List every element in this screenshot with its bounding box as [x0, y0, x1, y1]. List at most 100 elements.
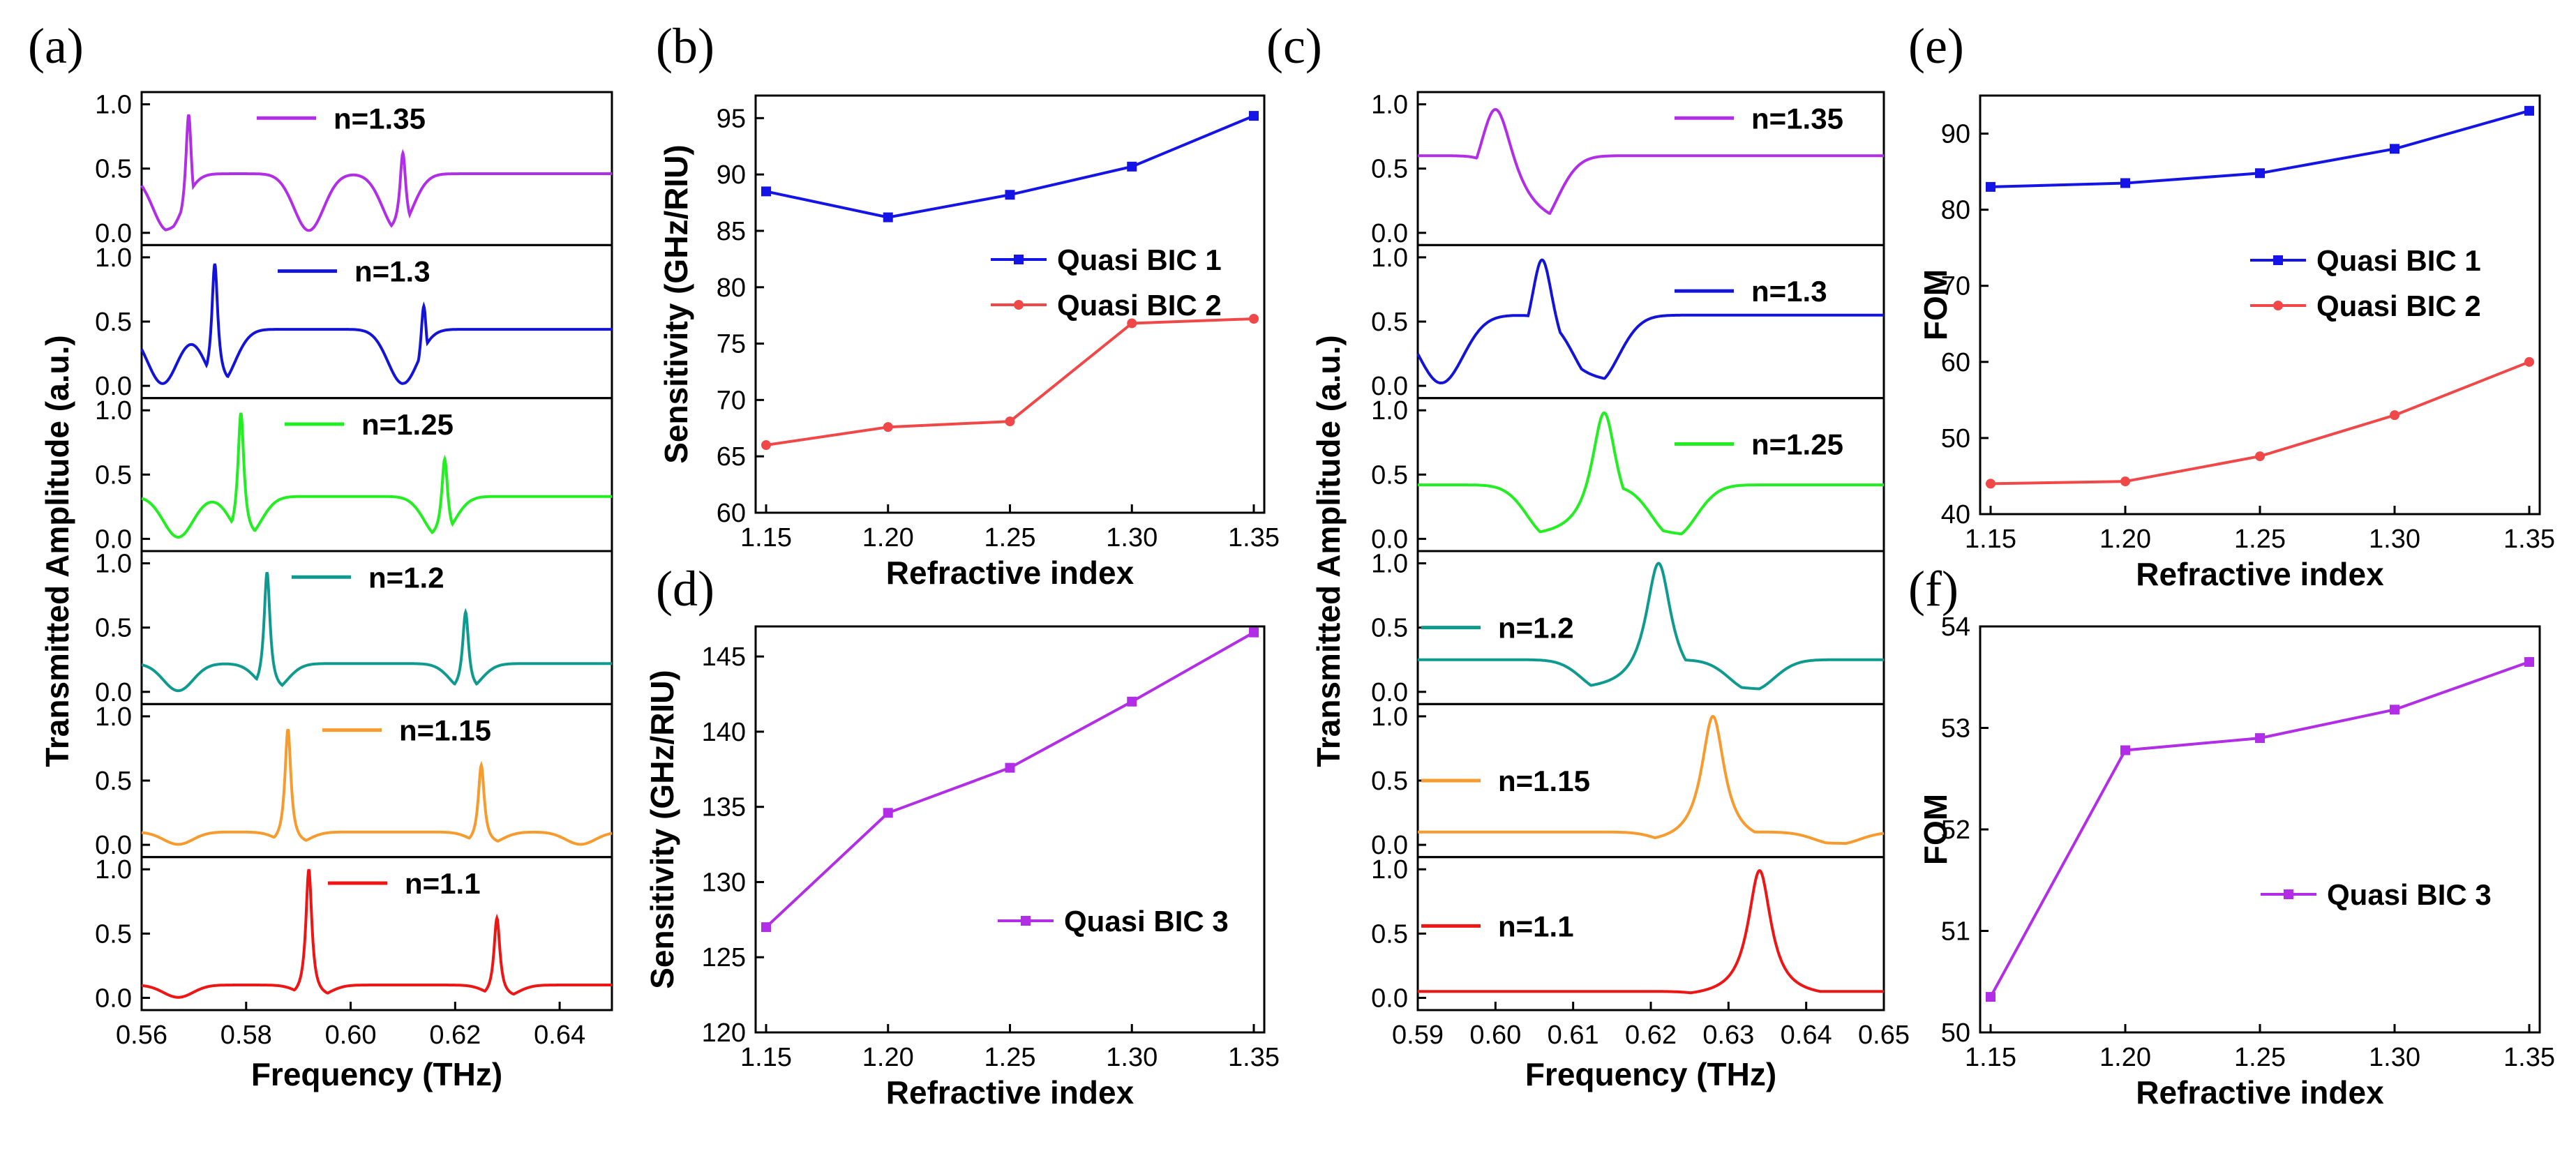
x-axis-title: Refractive index: [886, 1074, 1135, 1111]
data-point: [761, 440, 771, 451]
y-tick-label: 85: [717, 217, 746, 246]
data-point: [2524, 356, 2534, 367]
y-tick-label: 0.5: [1371, 919, 1408, 949]
series-line-Quasi BIC 3: [765, 631, 1255, 928]
y-tick-label: 120: [702, 1018, 746, 1048]
legend-label: n=1.3: [354, 255, 430, 288]
x-tick-label: 1.25: [984, 523, 1036, 552]
x-tick-label: 1.20: [2099, 1043, 2151, 1072]
x-tick-label: 1.30: [2369, 1043, 2420, 1072]
data-point: [883, 808, 893, 818]
panel-label-d: (d): [656, 561, 714, 617]
x-tick-label: 1.35: [1228, 1043, 1280, 1072]
y-tick-label: 0.5: [1371, 460, 1408, 490]
panel-a: 0.0 0.5 1.0 n=1.35 0.0 0.5 1.0 n=1.3 0.0 0.5 1.0 n=…: [39, 91, 613, 1092]
subplot-n=1.25: 0.0 0.5 1.0 n=1.25: [95, 396, 613, 554]
panel-label-b: (b): [656, 18, 714, 74]
data-point: [1127, 318, 1137, 329]
y-tick-label: 54: [1941, 612, 1970, 642]
subplot-frame: [1416, 702, 1885, 859]
data-point: [2255, 733, 2265, 744]
y-axis-title: Sensitivity (GHz/RIU): [658, 144, 694, 464]
legend-marker: [1021, 916, 1031, 926]
y-axis-title: Transmitted Amplitude (a.u.): [39, 335, 75, 767]
y-axis-title: Transmitted Amplitude (a.u.): [1310, 335, 1347, 767]
data-point: [1127, 696, 1137, 707]
y-tick-label: 0.5: [95, 460, 132, 490]
data-point: [2255, 168, 2265, 179]
x-tick-label: 1.15: [1965, 525, 2016, 554]
subplot-frame: [1416, 397, 1885, 552]
y-tick-label: 135: [702, 793, 746, 822]
y-tick-label: 90: [717, 160, 746, 190]
y-tick-label: 90: [1941, 120, 1970, 149]
series-line-n=1.1: [1418, 869, 1884, 995]
x-tick-label: 1.15: [740, 1043, 792, 1072]
subplot-n=1.1: 0.0 0.5 1.0 n=1.1: [1371, 855, 1885, 1013]
x-tick-label: 0.61: [1548, 1021, 1599, 1050]
series-line-n=1.1: [142, 868, 612, 999]
series-line-n=1.15: [141, 728, 613, 846]
subplot-n=1.15: 0.0 0.5 1.0 n=1.15: [1371, 702, 1885, 860]
series-line-n=1.2: [141, 571, 612, 693]
legend-marker: [2284, 889, 2293, 899]
series-line-n=1.3: [140, 263, 612, 385]
data-point: [1986, 479, 1995, 489]
subplot-n=1.3: 0.0 0.5 1.0 n=1.3: [95, 243, 613, 401]
legend-marker: [2273, 255, 2283, 265]
x-tick-label: 1.35: [2503, 525, 2555, 554]
y-tick-label: 0.5: [95, 155, 132, 184]
y-tick-label: 70: [1941, 272, 1970, 301]
x-axis-title: Frequency (THz): [1525, 1056, 1776, 1092]
data-point: [1249, 627, 1259, 638]
legend-label: n=1.15: [1498, 765, 1590, 797]
x-tick-label: 1.25: [2234, 525, 2286, 554]
x-tick-label: 0.64: [1781, 1021, 1832, 1050]
y-tick-label: 1.0: [1371, 855, 1408, 885]
x-tick-label: 1.25: [984, 1043, 1036, 1072]
x-tick-label: 0.58: [220, 1021, 272, 1050]
y-tick-label: 80: [1941, 196, 1970, 225]
legend-label: Quasi BIC 2: [2316, 289, 2481, 322]
y-tick-label: 53: [1941, 714, 1970, 744]
y-tick-label: 145: [702, 642, 746, 672]
legend-label: n=1.25: [361, 408, 454, 441]
data-point: [1249, 111, 1259, 121]
x-tick-label: 0.62: [429, 1021, 481, 1050]
subplot-n=1.3: 0.0 0.5 1.0 n=1.3: [1371, 243, 1885, 401]
x-tick-label: 1.15: [1965, 1043, 2016, 1072]
y-tick-label: 0.0: [1371, 219, 1408, 248]
x-tick-label: 1.30: [1106, 1043, 1158, 1072]
legend-label: n=1.1: [405, 867, 481, 900]
subplot-n=1.25: 0.0 0.5 1.0 n=1.25: [1371, 396, 1885, 554]
legend-label: n=1.2: [368, 561, 444, 594]
y-tick-label: 60: [1941, 348, 1970, 377]
series-line-n=1.35: [140, 114, 612, 232]
series-line-Quasi BIC 1: [765, 114, 1255, 219]
panel-b: 60 65 70 75 80 85 90 95 1.15 1.20 1.25 1.30 1.35 Refr…: [658, 94, 1280, 591]
x-tick-label: 1.25: [2234, 1043, 2286, 1072]
y-axis-title: FOM: [1917, 794, 1954, 865]
panel-label-c: (c): [1266, 18, 1322, 74]
y-tick-label: 70: [717, 386, 746, 415]
legend-label: Quasi BIC 1: [2316, 244, 2481, 277]
legend-label: n=1.35: [334, 102, 426, 135]
subplot-n=1.2: 0.0 0.5 1.0 n=1.2: [1371, 550, 1885, 707]
x-tick-label: 0.56: [116, 1021, 167, 1050]
y-tick-label: 0.0: [95, 831, 132, 860]
subplot-n=1.35: 0.0 0.5 1.0 n=1.35: [1371, 91, 1885, 248]
y-tick-label: 1.0: [95, 91, 132, 120]
legend-label: Quasi BIC 3: [1064, 905, 1229, 938]
data-point: [883, 212, 893, 223]
plot-frame: [754, 625, 1266, 1034]
data-point: [883, 422, 893, 432]
y-tick-label: 125: [702, 943, 746, 972]
series-line-n=1.25: [141, 412, 612, 539]
y-tick-label: 0.0: [1371, 678, 1408, 707]
data-point: [2255, 451, 2265, 462]
data-point: [1005, 190, 1015, 200]
x-tick-label: 0.59: [1392, 1021, 1444, 1050]
data-point: [2120, 178, 2130, 188]
legend-label: n=1.35: [1751, 102, 1843, 135]
